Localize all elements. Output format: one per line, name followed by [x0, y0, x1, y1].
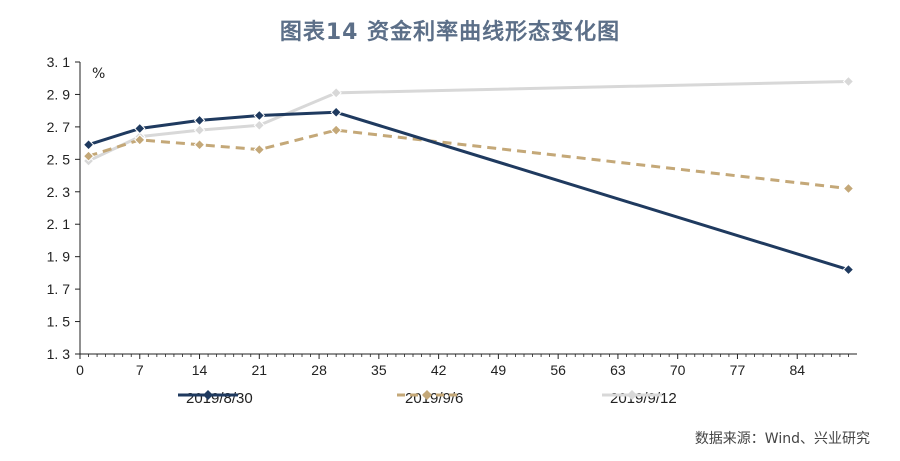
legend-swatch-2019-8-30 — [178, 390, 238, 400]
x-tick-label: 7 — [136, 362, 144, 378]
data-point-marker — [330, 124, 342, 136]
x-tick-label: 42 — [431, 362, 447, 378]
x-tick-label: 14 — [192, 362, 208, 378]
legend-label: 2019/9/6 — [405, 389, 464, 407]
x-tick-label: 49 — [491, 362, 507, 378]
legend-item-2019-9-6: 2019/9/6 — [397, 388, 463, 408]
chart-title: 图表14 资金利率曲线形态变化图 — [279, 20, 621, 45]
y-tick-label: 2. 7 — [47, 119, 71, 135]
y-tick-label: 1. 9 — [47, 249, 71, 265]
data-point-marker — [193, 124, 206, 136]
x-tick-label: 70 — [670, 362, 686, 378]
x-tick-label: 84 — [789, 362, 805, 378]
y-tick-label: 2. 5 — [47, 151, 71, 167]
y-axis-unit: % — [92, 66, 106, 82]
x-tick-label: 35 — [371, 362, 387, 378]
data-point-marker — [82, 139, 95, 151]
data-point-marker — [193, 114, 206, 127]
data-point-marker — [842, 182, 855, 195]
series-line — [87, 79, 849, 163]
x-tick-label: 63 — [610, 362, 626, 378]
y-tick-label: 2. 1 — [47, 216, 71, 232]
data-source: 数据来源：Wind、兴业研究 — [694, 431, 870, 447]
data-point-marker — [330, 106, 342, 118]
x-tick-label: 77 — [730, 362, 746, 378]
y-tick-label: 3. 1 — [47, 54, 71, 70]
data-point-marker — [134, 122, 146, 135]
y-tick-label: 1. 3 — [47, 346, 71, 362]
data-point-marker — [330, 87, 342, 99]
data-point-marker — [134, 134, 146, 146]
legend-swatch-2019-9-12 — [602, 390, 662, 400]
series-line — [88, 110, 849, 272]
data-point-marker — [193, 139, 206, 151]
x-tick-label: 56 — [550, 362, 566, 378]
y-tick-label: 2. 3 — [47, 184, 71, 200]
data-point-marker — [253, 119, 266, 131]
x-tick-label: 0 — [76, 362, 84, 378]
y-tick-label: 2. 9 — [47, 86, 71, 102]
data-point-marker — [842, 263, 855, 276]
y-tick-label: 1. 7 — [47, 281, 71, 297]
data-point-marker — [253, 109, 266, 122]
data-point-marker — [253, 143, 266, 156]
x-tick-label: 21 — [252, 362, 268, 378]
x-tick-label: 28 — [311, 362, 327, 378]
y-tick-label: 1. 5 — [47, 314, 71, 330]
data-point-marker — [842, 75, 855, 88]
legend-item-2019-8-30: 2019/8/30 — [178, 388, 253, 408]
legend-swatch-2019-9-6 — [397, 390, 457, 400]
series-line — [88, 128, 849, 191]
legend-item-2019-9-12: 2019/9/12 — [602, 388, 677, 408]
data-point-marker — [82, 150, 95, 162]
